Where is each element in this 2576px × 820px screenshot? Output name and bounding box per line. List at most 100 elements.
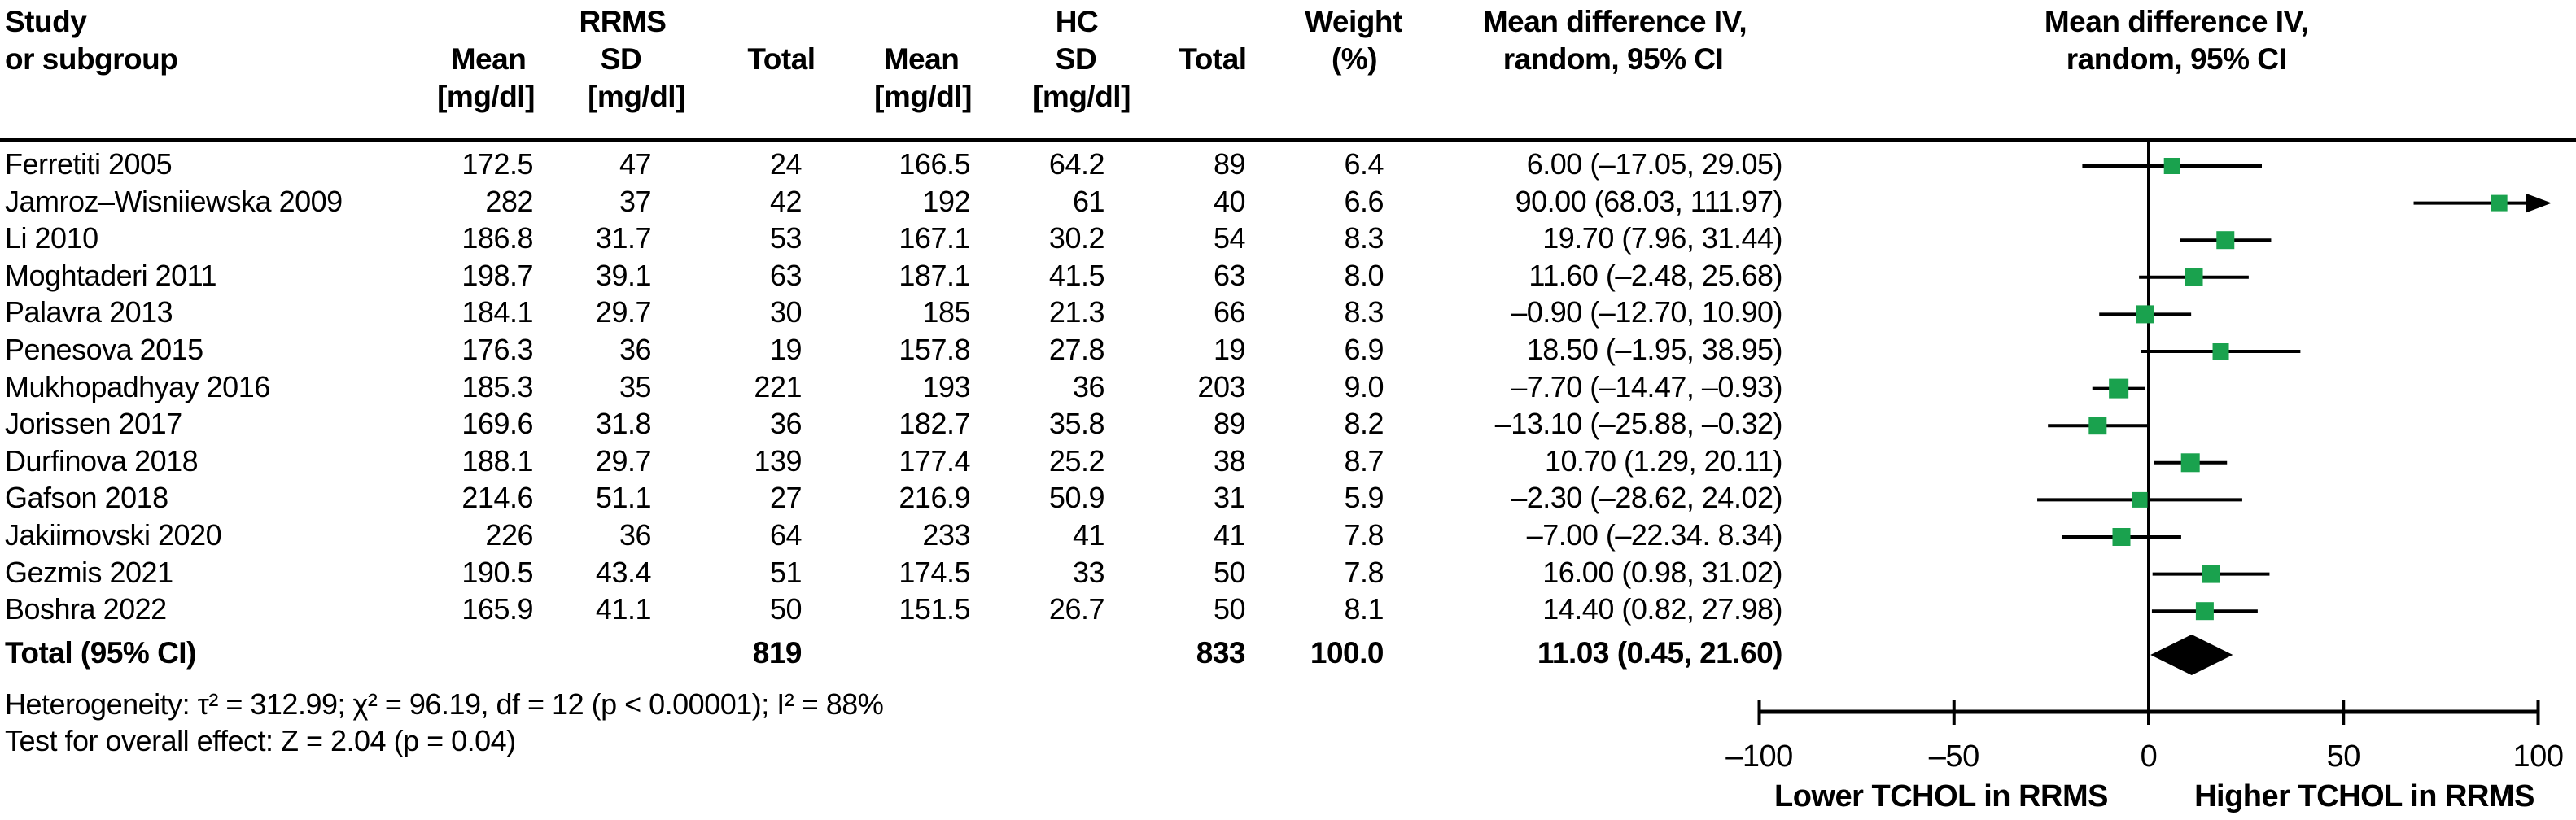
axis-label-higher: Higher TCHOL in RRMS: [2194, 779, 2534, 813]
rrms-sd: 31.8: [595, 407, 652, 441]
total-row: Total (95% CI) 819 833 100.0 11.03 (0.45…: [0, 636, 2576, 674]
weight-pct: 7.8: [1344, 555, 1384, 589]
hc-sd: 25.2: [1048, 443, 1105, 478]
tick-label: –50: [1929, 739, 1979, 774]
rrms-sd: 47: [619, 147, 652, 181]
rrms-total: 51: [769, 555, 803, 589]
rrms-total: 24: [769, 147, 803, 181]
weight-pct: 8.7: [1344, 443, 1384, 478]
study-name: Li 2010: [5, 221, 98, 255]
hc-sd: 35.8: [1048, 407, 1105, 441]
rrms-sd: 51.1: [595, 481, 652, 515]
effect-marker: [2185, 268, 2203, 286]
study-name: Gafson 2018: [5, 481, 168, 515]
rrms-sd: 36: [619, 333, 652, 366]
rrms-total: 53: [769, 221, 803, 255]
right-arrow-icon: [2526, 193, 2552, 213]
unit-label-rrms-sd: [mg/dl]: [588, 80, 685, 113]
col-header-rrms-total: Total: [747, 42, 816, 76]
total-rrms-n: 819: [752, 636, 803, 670]
ci-text: 19.70 (7.96, 31.44): [1542, 221, 1782, 255]
total-label: Total (95% CI): [5, 636, 196, 670]
col-header-study-line1: Study: [5, 5, 87, 38]
hc-mean: 182.7: [899, 407, 970, 441]
rrms-mean: 190.5: [461, 555, 533, 589]
rrms-total: 63: [769, 258, 803, 292]
hc-mean: 216.9: [899, 481, 970, 515]
col-header-hc-mean: Mean: [883, 42, 960, 76]
study-row: Gezmis 2021 190.5 43.4 51 174.5 33 50 7.8 16.00 …: [0, 556, 2576, 593]
hc-mean: 233: [922, 518, 970, 552]
hc-sd: 61: [1072, 184, 1105, 218]
study-name: Gezmis 2021: [5, 555, 173, 589]
hc-mean: 166.5: [899, 147, 970, 181]
ci-text: –2.30 (–28.62, 24.02): [1511, 481, 1782, 515]
rrms-sd: 41.1: [595, 592, 652, 626]
weight-pct: 9.0: [1344, 369, 1384, 403]
hc-total: 40: [1213, 184, 1246, 218]
effect-marker: [2132, 491, 2148, 508]
rrms-sd: 39.1: [595, 258, 652, 292]
study-row: Jakiimovski 2020 226 36 64 233 41 41 7.8 –7.00 (…: [0, 518, 2576, 556]
plot-header-line1: Mean difference IV,: [2044, 5, 2309, 38]
hc-mean: 177.4: [899, 443, 970, 478]
rrms-total: 36: [769, 407, 803, 441]
ci-text: 18.50 (–1.95, 38.95): [1526, 333, 1783, 366]
effect-marker: [2212, 343, 2229, 360]
rrms-mean: 172.5: [461, 147, 533, 181]
hc-total: 19: [1213, 333, 1246, 366]
ci-text: 90.00 (68.03, 111.97): [1515, 184, 1783, 218]
hc-mean: 187.1: [899, 258, 970, 292]
plot-header-line2: random, 95% CI: [2066, 42, 2287, 76]
rrms-sd: 36: [619, 518, 652, 552]
tick-label: 100: [2513, 739, 2564, 774]
rrms-total: 30: [769, 295, 803, 329]
group-header-hc: HC: [1055, 5, 1099, 38]
study-name: Jorissen 2017: [5, 407, 182, 441]
unit-label-hc-mean: [mg/dl]: [874, 80, 972, 113]
ci-text: –0.90 (–12.70, 10.90): [1511, 295, 1782, 329]
study-row: Moghtaderi 2011 198.7 39.1 63 187.1 41.5 63 8.0…: [0, 259, 2576, 296]
hc-total: 31: [1213, 481, 1246, 515]
effect-marker: [2180, 453, 2200, 473]
study-name: Penesova 2015: [5, 333, 203, 366]
weight-pct: 8.3: [1344, 221, 1384, 255]
rrms-total: 221: [754, 369, 802, 403]
effect-marker: [2195, 602, 2214, 621]
hc-mean: 185: [922, 295, 970, 329]
hc-total: 50: [1213, 555, 1246, 589]
rrms-mean: 282: [485, 184, 533, 218]
col-header-weight-line1: Weight: [1305, 5, 1402, 38]
effect-marker: [2202, 565, 2220, 583]
study-row: Palavra 2013 184.1 29.7 30 185 21.3 66 8.3 –0.90…: [0, 295, 2576, 333]
total-ci-text: 11.03 (0.45, 21.60): [1537, 636, 1783, 670]
hc-sd: 26.7: [1048, 592, 1105, 626]
effect-marker: [2109, 378, 2129, 399]
study-row: Durfinova 2018 188.1 29.7 139 177.4 25.2 38 8.7…: [0, 444, 2576, 482]
effect-marker: [2112, 528, 2131, 546]
col-header-rrms-mean: Mean: [450, 42, 527, 76]
hc-mean: 151.5: [899, 592, 970, 626]
forest-plot-graphic: –100 –50 0 50 100: [1725, 141, 2564, 774]
hc-sd: 50.9: [1048, 481, 1105, 515]
study-row: Jamroz–Wisniiewska 2009 282 37 42 192 61 40 6.6…: [0, 185, 2576, 222]
hc-sd: 36: [1072, 369, 1105, 403]
hc-total: 66: [1213, 295, 1246, 329]
hc-sd: 21.3: [1048, 295, 1105, 329]
total-weight: 100.0: [1310, 636, 1384, 670]
tick-label: 0: [2141, 739, 2158, 774]
ci-text: –13.10 (–25.88, –0.32): [1494, 407, 1783, 441]
study-name: Boshra 2022: [5, 592, 167, 626]
effect-marker: [2216, 231, 2235, 250]
rrms-mean: 214.6: [461, 481, 533, 515]
hc-total: 50: [1213, 592, 1246, 626]
hc-total: 41: [1213, 518, 1246, 552]
effect-marker: [2491, 194, 2508, 212]
study-name: Jakiimovski 2020: [5, 518, 222, 552]
rrms-sd: 29.7: [595, 295, 652, 329]
rrms-sd: 29.7: [595, 443, 652, 478]
study-row: Mukhopadhyay 2016 185.3 35 221 193 36 203 9.0 –7…: [0, 370, 2576, 408]
study-name: Durfinova 2018: [5, 443, 199, 478]
ci-text: –7.00 (–22.34. 8.34): [1526, 518, 1783, 552]
rrms-total: 50: [769, 592, 803, 626]
